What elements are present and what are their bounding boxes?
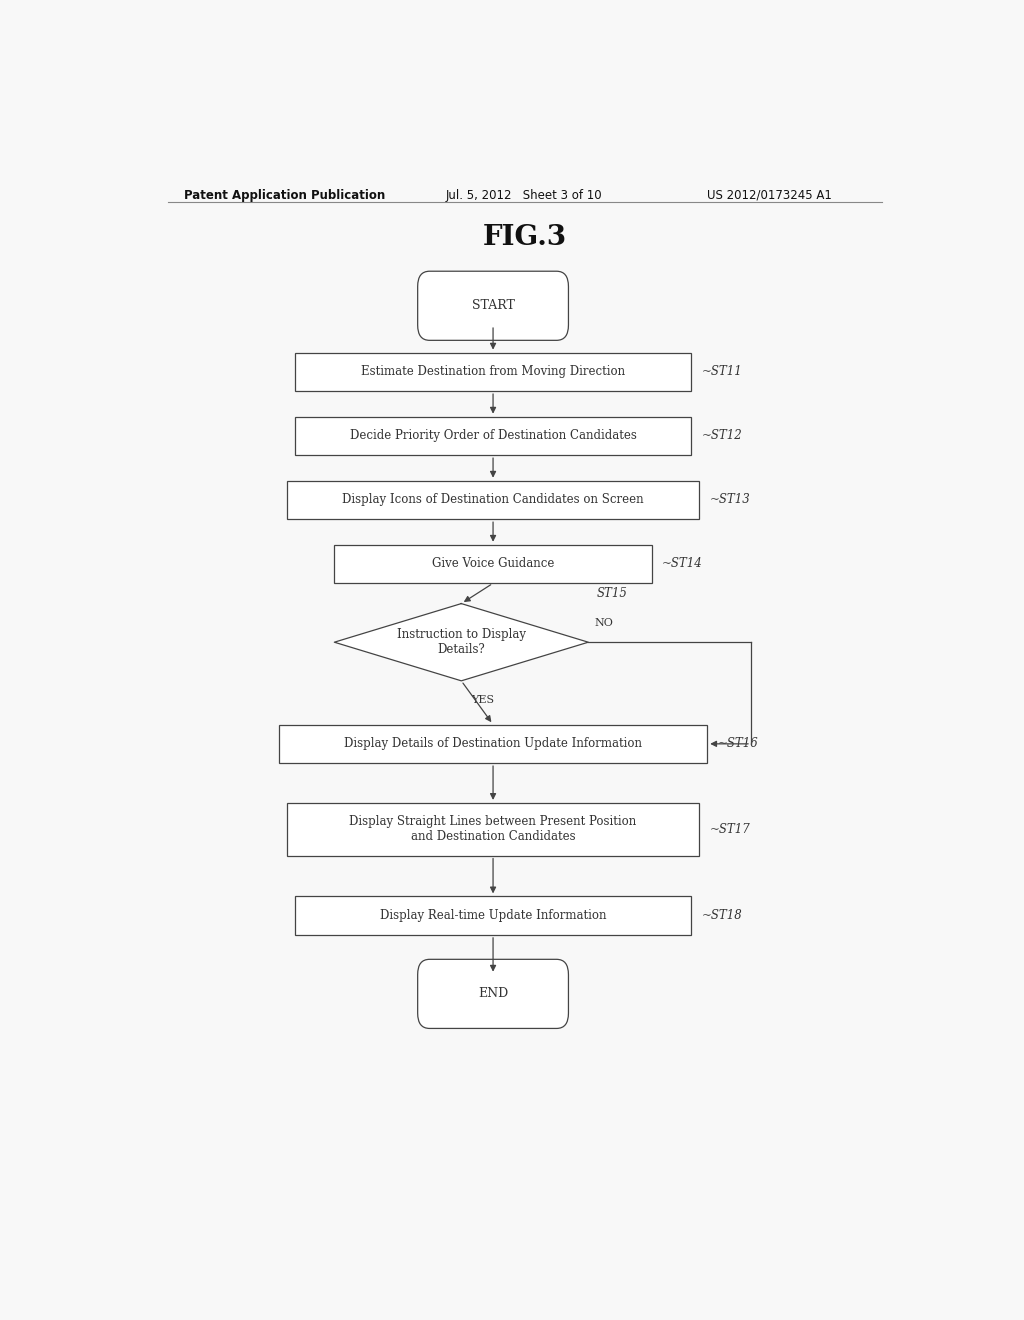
Text: Jul. 5, 2012   Sheet 3 of 10: Jul. 5, 2012 Sheet 3 of 10 <box>445 189 602 202</box>
Text: ~ST13: ~ST13 <box>710 494 751 507</box>
Text: ~ST18: ~ST18 <box>701 909 742 923</box>
FancyBboxPatch shape <box>418 960 568 1028</box>
Text: ~ST14: ~ST14 <box>663 557 702 570</box>
Text: Patent Application Publication: Patent Application Publication <box>183 189 385 202</box>
Text: Estimate Destination from Moving Direction: Estimate Destination from Moving Directi… <box>361 366 625 379</box>
Text: Display Real-time Update Information: Display Real-time Update Information <box>380 909 606 923</box>
FancyBboxPatch shape <box>279 725 708 763</box>
Text: ~ST12: ~ST12 <box>701 429 742 442</box>
FancyBboxPatch shape <box>287 803 699 855</box>
Text: US 2012/0173245 A1: US 2012/0173245 A1 <box>708 189 833 202</box>
Text: ~ST16: ~ST16 <box>718 738 759 750</box>
Text: Display Icons of Destination Candidates on Screen: Display Icons of Destination Candidates … <box>342 494 644 507</box>
Text: FIG.3: FIG.3 <box>482 224 567 252</box>
Text: START: START <box>472 300 514 313</box>
Text: Instruction to Display
Details?: Instruction to Display Details? <box>397 628 525 656</box>
Text: NO: NO <box>595 618 613 628</box>
Text: END: END <box>478 987 508 1001</box>
Text: YES: YES <box>471 694 494 705</box>
FancyBboxPatch shape <box>295 896 691 935</box>
Text: Give Voice Guidance: Give Voice Guidance <box>432 557 554 570</box>
Text: Decide Priority Order of Destination Candidates: Decide Priority Order of Destination Can… <box>349 429 637 442</box>
Text: ~ST17: ~ST17 <box>710 822 751 836</box>
FancyBboxPatch shape <box>295 417 691 455</box>
FancyBboxPatch shape <box>295 352 691 391</box>
FancyBboxPatch shape <box>418 271 568 341</box>
Text: ST15: ST15 <box>596 586 627 599</box>
FancyBboxPatch shape <box>334 545 652 583</box>
Text: ~ST11: ~ST11 <box>701 366 742 379</box>
Text: Display Details of Destination Update Information: Display Details of Destination Update In… <box>344 738 642 750</box>
FancyBboxPatch shape <box>287 480 699 519</box>
Polygon shape <box>334 603 588 681</box>
Text: Display Straight Lines between Present Position
and Destination Candidates: Display Straight Lines between Present P… <box>349 816 637 843</box>
